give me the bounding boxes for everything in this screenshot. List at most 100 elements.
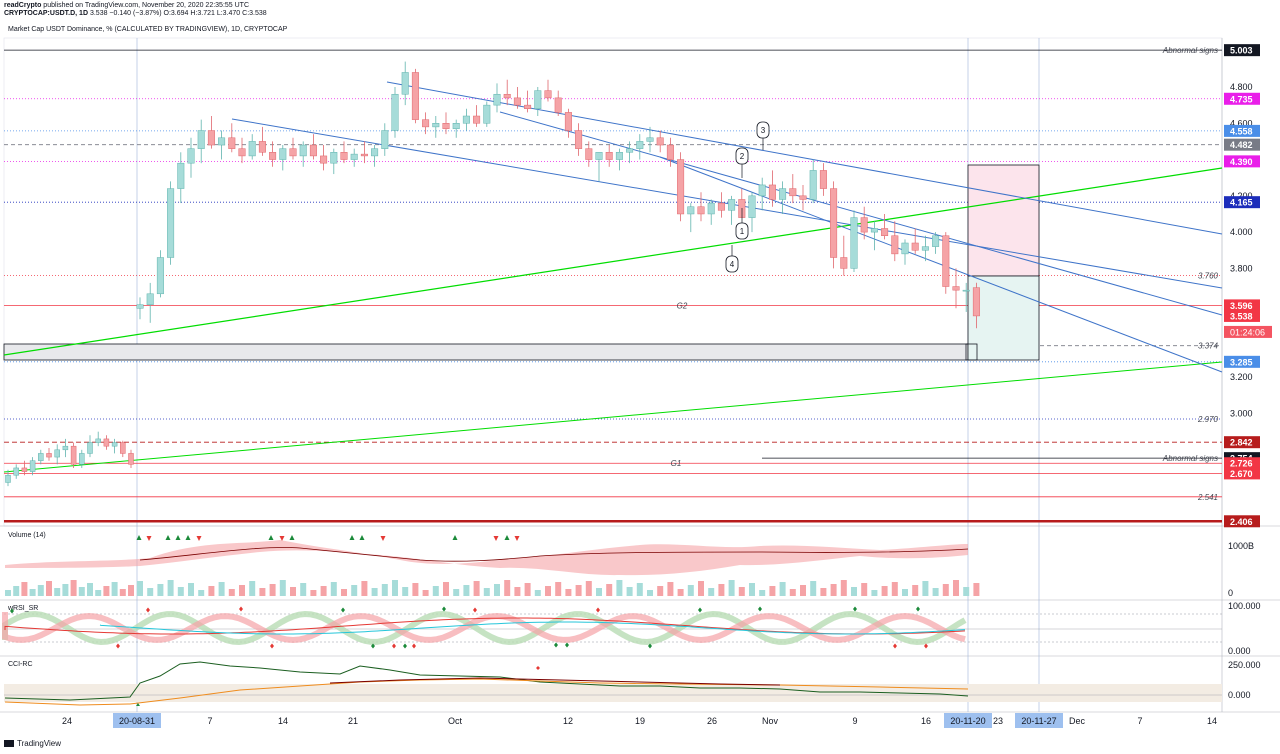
candle[interactable] bbox=[687, 206, 695, 215]
candle[interactable] bbox=[881, 228, 889, 236]
blue-channel-bottom[interactable] bbox=[659, 156, 1223, 373]
candle[interactable] bbox=[177, 162, 185, 189]
candle[interactable] bbox=[156, 257, 164, 295]
wave-label-bubble[interactable] bbox=[735, 222, 749, 240]
candle[interactable] bbox=[218, 137, 226, 146]
candle[interactable] bbox=[524, 104, 532, 110]
candle[interactable] bbox=[62, 445, 69, 451]
candle[interactable] bbox=[758, 184, 766, 197]
candle[interactable] bbox=[79, 453, 85, 465]
candle[interactable] bbox=[120, 442, 126, 454]
candle[interactable] bbox=[54, 449, 60, 458]
green-trendline-lower[interactable] bbox=[3, 361, 1223, 473]
candle[interactable] bbox=[962, 289, 970, 292]
candle[interactable] bbox=[554, 97, 562, 113]
candle[interactable] bbox=[819, 170, 827, 189]
wave-label-bubble[interactable] bbox=[725, 255, 739, 273]
author-name[interactable]: readCrypto bbox=[4, 2, 42, 9]
candle[interactable] bbox=[636, 141, 644, 149]
green-trendline-upper[interactable] bbox=[3, 167, 1223, 356]
candle[interactable] bbox=[799, 195, 807, 200]
candle[interactable] bbox=[513, 97, 521, 106]
candle[interactable] bbox=[503, 93, 511, 99]
candle[interactable] bbox=[207, 130, 215, 146]
candle[interactable] bbox=[748, 195, 756, 218]
candle[interactable] bbox=[111, 442, 118, 447]
candle[interactable] bbox=[697, 206, 705, 215]
candle[interactable] bbox=[46, 453, 52, 458]
candle[interactable] bbox=[248, 141, 256, 157]
candle[interactable] bbox=[289, 148, 297, 157]
wave-label-bubble[interactable] bbox=[756, 121, 770, 139]
candle[interactable] bbox=[5, 474, 11, 483]
candle[interactable] bbox=[279, 148, 287, 160]
candle[interactable] bbox=[850, 217, 858, 269]
candle[interactable] bbox=[891, 235, 899, 255]
candle[interactable] bbox=[870, 228, 878, 233]
candle[interactable] bbox=[442, 123, 450, 129]
candle[interactable] bbox=[371, 148, 379, 157]
candle[interactable] bbox=[422, 119, 430, 128]
candle[interactable] bbox=[167, 188, 175, 258]
candle[interactable] bbox=[911, 242, 919, 251]
candle[interactable] bbox=[728, 199, 736, 211]
candle[interactable] bbox=[473, 115, 481, 124]
blue-channel-low[interactable] bbox=[499, 111, 1223, 316]
candle[interactable] bbox=[830, 188, 838, 258]
candle[interactable] bbox=[146, 293, 154, 305]
candle[interactable] bbox=[411, 72, 419, 120]
candle[interactable] bbox=[901, 242, 909, 255]
blue-channel-top[interactable] bbox=[386, 81, 1223, 235]
candle[interactable] bbox=[952, 286, 960, 291]
candle[interactable] bbox=[21, 467, 28, 472]
candle[interactable] bbox=[656, 137, 664, 146]
candle[interactable] bbox=[187, 148, 195, 164]
candle[interactable] bbox=[564, 112, 572, 131]
candle[interactable] bbox=[768, 184, 776, 200]
candle[interactable] bbox=[432, 123, 440, 128]
candle[interactable] bbox=[534, 90, 542, 110]
candle[interactable] bbox=[360, 153, 368, 157]
candle[interactable] bbox=[340, 152, 348, 160]
candle[interactable] bbox=[605, 152, 613, 160]
candle[interactable] bbox=[309, 144, 317, 157]
candle[interactable] bbox=[595, 152, 603, 160]
candle[interactable] bbox=[585, 148, 593, 160]
candle[interactable] bbox=[615, 152, 623, 160]
candle[interactable] bbox=[942, 235, 950, 287]
candle[interactable] bbox=[493, 93, 501, 106]
candle[interactable] bbox=[128, 453, 134, 465]
candle[interactable] bbox=[136, 304, 144, 309]
candle[interactable] bbox=[95, 438, 101, 443]
blue-channel-mid[interactable] bbox=[231, 118, 1223, 289]
candle[interactable] bbox=[860, 217, 868, 233]
candle[interactable] bbox=[483, 104, 491, 124]
candle[interactable] bbox=[809, 170, 817, 200]
candle[interactable] bbox=[972, 287, 980, 317]
candle[interactable] bbox=[544, 90, 552, 99]
candle[interactable] bbox=[29, 460, 36, 472]
candle[interactable] bbox=[452, 123, 460, 129]
candle[interactable] bbox=[575, 130, 583, 149]
candle[interactable] bbox=[462, 115, 470, 124]
candle[interactable] bbox=[330, 152, 338, 164]
candle[interactable] bbox=[258, 141, 266, 153]
footer-brand[interactable]: TradingView bbox=[17, 739, 62, 748]
candle[interactable] bbox=[779, 188, 787, 200]
candle[interactable] bbox=[87, 442, 93, 454]
candle[interactable] bbox=[320, 155, 328, 164]
candle[interactable] bbox=[921, 246, 929, 251]
candle[interactable] bbox=[646, 137, 654, 142]
symbol-name[interactable]: CRYPTOCAP:USDT.D, 1D bbox=[4, 10, 89, 17]
candle[interactable] bbox=[840, 257, 848, 269]
candle[interactable] bbox=[626, 148, 634, 153]
wave-label-bubble[interactable] bbox=[735, 147, 749, 165]
candle[interactable] bbox=[269, 152, 277, 160]
candle[interactable] bbox=[228, 137, 236, 149]
candle[interactable] bbox=[677, 159, 685, 215]
candle[interactable] bbox=[401, 72, 409, 95]
candle[interactable] bbox=[717, 202, 725, 211]
candle[interactable] bbox=[38, 453, 44, 461]
candle[interactable] bbox=[707, 202, 715, 215]
candle[interactable] bbox=[932, 235, 940, 247]
